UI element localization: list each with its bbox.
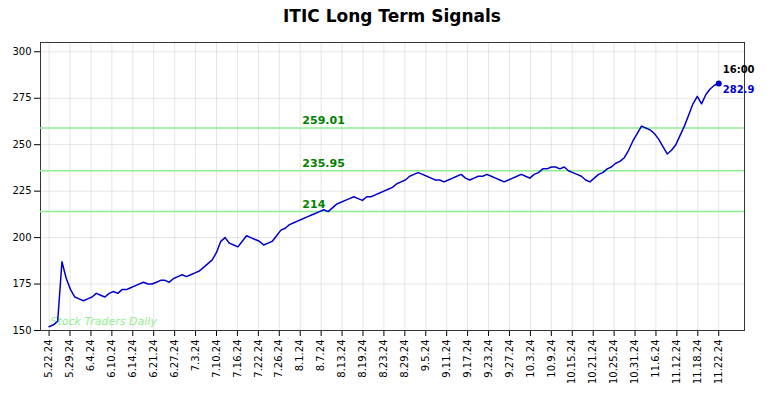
- svg-text:9.17.24: 9.17.24: [462, 340, 473, 378]
- svg-text:282.9: 282.9: [723, 84, 755, 95]
- svg-text:10.31.24: 10.31.24: [629, 340, 640, 385]
- svg-text:225: 225: [12, 185, 31, 196]
- svg-text:7.10.24: 7.10.24: [211, 340, 222, 378]
- svg-text:8.19.24: 8.19.24: [357, 340, 368, 378]
- svg-text:Stock Traders Daily: Stock Traders Daily: [51, 315, 158, 328]
- svg-text:300: 300: [12, 46, 31, 57]
- svg-text:259.01: 259.01: [302, 114, 344, 127]
- svg-text:11.6.24: 11.6.24: [650, 340, 661, 378]
- svg-text:9.11.24: 9.11.24: [441, 340, 452, 378]
- svg-text:11.22.24: 11.22.24: [713, 340, 724, 385]
- svg-text:10.9.24: 10.9.24: [546, 340, 557, 378]
- svg-text:150: 150: [12, 325, 31, 336]
- svg-text:7.3.24: 7.3.24: [190, 340, 201, 372]
- svg-text:6.21.24: 6.21.24: [148, 340, 159, 378]
- svg-text:275: 275: [12, 92, 31, 103]
- svg-text:10.25.24: 10.25.24: [608, 340, 619, 385]
- svg-text:10.3.24: 10.3.24: [525, 340, 536, 378]
- svg-text:175: 175: [12, 278, 31, 289]
- svg-text:8.13.24: 8.13.24: [336, 340, 347, 378]
- svg-text:8.23.24: 8.23.24: [378, 340, 389, 378]
- svg-text:7.26.24: 7.26.24: [273, 340, 284, 378]
- svg-text:214: 214: [302, 198, 325, 211]
- svg-text:6.10.24: 6.10.24: [106, 340, 117, 378]
- html-text:ITIC Long Term Signals: ITIC Long Term Signals: [283, 6, 501, 26]
- svg-text:7.16.24: 7.16.24: [232, 340, 243, 378]
- svg-text:10.15.24: 10.15.24: [566, 340, 577, 385]
- svg-text:5.22.24: 5.22.24: [43, 340, 54, 378]
- svg-text:11.18.24: 11.18.24: [692, 340, 703, 385]
- svg-text:9.5.24: 9.5.24: [420, 340, 431, 372]
- svg-text:8.1.24: 8.1.24: [294, 340, 305, 372]
- svg-text:7.22.24: 7.22.24: [253, 340, 264, 378]
- svg-text:250: 250: [12, 139, 31, 150]
- svg-text:9.27.24: 9.27.24: [504, 340, 515, 378]
- svg-text:8.7.24: 8.7.24: [315, 340, 326, 372]
- svg-text:8.29.24: 8.29.24: [399, 340, 410, 378]
- svg-text:235.95: 235.95: [302, 157, 344, 170]
- svg-text:6.27.24: 6.27.24: [169, 340, 180, 378]
- svg-text:16:00: 16:00: [723, 64, 755, 75]
- svg-text:9.23.24: 9.23.24: [483, 340, 494, 378]
- svg-text:200: 200: [12, 232, 31, 243]
- svg-text:5.29.24: 5.29.24: [64, 340, 75, 378]
- svg-text:6.4.24: 6.4.24: [85, 340, 96, 372]
- svg-text:6.14.24: 6.14.24: [127, 340, 138, 378]
- svg-text:10.21.24: 10.21.24: [587, 340, 598, 385]
- svg-text:11.12.24: 11.12.24: [671, 340, 682, 385]
